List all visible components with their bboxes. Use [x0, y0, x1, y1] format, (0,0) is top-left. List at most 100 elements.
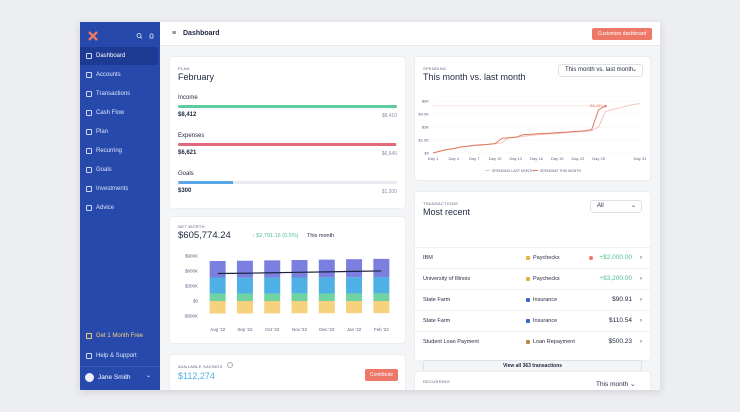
- nav-icon: [86, 53, 92, 59]
- nav-item[interactable]: Advice: [80, 199, 158, 217]
- avatar: [85, 373, 94, 382]
- bar-segment: [209, 301, 226, 314]
- recurring-dropdown[interactable]: This month ⌄: [596, 381, 636, 388]
- bar-segment: [291, 301, 308, 314]
- nav-icon: [86, 110, 92, 116]
- x-tick-label: Nov '22: [292, 327, 308, 332]
- x-tick-label: Day 1: [428, 156, 439, 161]
- nav-icon: [86, 91, 92, 97]
- transaction-row[interactable]: State Farm Insurance $110.54 ›: [415, 310, 650, 330]
- annotation: $5,423: [590, 103, 603, 108]
- bar-segment: [318, 259, 335, 278]
- nav-item[interactable]: Investments: [80, 180, 158, 198]
- x-tick-label: Day 10: [489, 156, 502, 161]
- header-icons: [136, 33, 154, 39]
- nav-item[interactable]: Accounts: [80, 66, 158, 84]
- nav-label: Plan: [96, 129, 109, 135]
- amount: $90.91: [612, 296, 632, 303]
- amount: +$3,200.00: [599, 275, 632, 282]
- nav-icon: [86, 186, 92, 192]
- nav-item[interactable]: Recurring: [80, 142, 158, 160]
- nav-item[interactable]: Goals: [80, 161, 158, 179]
- chevron: ⌄: [146, 373, 152, 379]
- net-worth-chart: $900K $600K $300K $0 -$300K Aug '22 Sep '22 Oct…: [183, 254, 390, 332]
- net-worth-value: $605,774.24: [178, 230, 231, 241]
- transactions-dropdown[interactable]: All ⌄: [590, 200, 642, 213]
- y-tick-label: $4.5K: [419, 112, 430, 117]
- row-chevron: ›: [640, 339, 642, 345]
- app-window: Dashboard Accounts Transactions Cash Flow Pl…: [80, 22, 660, 390]
- x-tick-label: Day 13: [509, 156, 522, 161]
- bar-segment: [373, 293, 390, 301]
- bar-segment: [373, 258, 390, 278]
- promo-text: Get 1 Month Free: [96, 333, 144, 339]
- category: Paychecks: [533, 255, 560, 261]
- nav-label: Dashboard: [96, 53, 126, 59]
- nav-label: Recurring: [96, 148, 123, 154]
- x-tick-label: Dec '22: [319, 327, 335, 332]
- nav-label: Goals: [96, 167, 112, 173]
- progress-track: [178, 143, 397, 146]
- help[interactable]: Help & Support: [80, 347, 158, 365]
- user-name[interactable]: Jane Smith: [98, 374, 131, 381]
- bar-segment: [209, 277, 226, 294]
- category-icon: [526, 319, 530, 323]
- contribute-button[interactable]: Contribute: [365, 369, 398, 381]
- row-chevron: ›: [640, 297, 642, 303]
- x-tick-label: Day 22: [572, 156, 585, 161]
- y-tick-label: $0: [425, 151, 430, 156]
- x-tick-label: Aug '22: [210, 327, 226, 332]
- dropdown-text: This month: [596, 381, 629, 388]
- card-label: NET WORTH: [178, 224, 205, 229]
- nav-item[interactable]: Plan: [80, 123, 158, 141]
- nav-item[interactable]: Cash Flow: [80, 104, 158, 122]
- bar-segment: [318, 301, 335, 314]
- bar-segment: [236, 301, 253, 314]
- row-chevron: ›: [640, 318, 642, 324]
- view-all-button[interactable]: View all 363 transactions: [423, 360, 642, 372]
- bar-segment: [373, 301, 390, 314]
- category: Insurance: [533, 318, 558, 324]
- plan-row-name: Income: [178, 95, 198, 101]
- transaction-row[interactable]: State Farm Insurance $90.91 ›: [415, 289, 650, 309]
- bar-segment: [209, 261, 226, 278]
- nav-icon: [86, 72, 92, 78]
- nav-icon: [86, 167, 92, 173]
- amount: $500.23: [608, 338, 633, 345]
- bar-segment: [291, 293, 308, 301]
- nav-item[interactable]: Transactions: [80, 85, 158, 103]
- progress-fill: [178, 181, 233, 184]
- y-tick-label: $1.5K: [419, 138, 430, 143]
- transaction-row[interactable]: IBM Paychecks +$2,000.00 ›: [415, 247, 650, 267]
- merchant: Student Loan Payment: [423, 339, 479, 345]
- nav-item[interactable]: Dashboard: [80, 47, 158, 65]
- transaction-row[interactable]: University of Illinois Paychecks +$3,200.0…: [415, 268, 650, 288]
- y-tick-label: $600K: [185, 269, 198, 274]
- plan-row-name: Expenses: [178, 133, 205, 139]
- x-tick-label: Day 31: [634, 156, 647, 161]
- spending-dropdown[interactable]: This month vs. last month ⌄: [558, 64, 643, 77]
- category: Paychecks: [533, 276, 560, 282]
- card-label: TRANSACTIONS: [423, 201, 458, 206]
- menu-icon[interactable]: ≡: [172, 30, 177, 37]
- bar-segment: [291, 260, 308, 278]
- bar-segment: [264, 277, 281, 294]
- bar-segment: [346, 293, 363, 301]
- card-label: SPENDING: [423, 66, 447, 71]
- x-tick-label: Sep '22: [237, 327, 253, 332]
- promo[interactable]: Get 1 Month Free: [80, 327, 158, 345]
- x-tick-label: Feb '22: [374, 327, 389, 332]
- card-title: February: [178, 72, 215, 82]
- x-tick-label: Day 16: [530, 156, 543, 161]
- progress-track: [178, 181, 397, 184]
- y-tick-label: $0: [193, 299, 199, 304]
- plan-row-name: Goals: [178, 171, 194, 177]
- card-title: Most recent: [423, 207, 471, 217]
- transaction-row[interactable]: Student Loan Payment Loan Repayment $500.2…: [415, 331, 650, 351]
- category-icon: [526, 256, 530, 260]
- bar-segment: [236, 293, 253, 301]
- customize-button[interactable]: Customize dashboard: [592, 28, 652, 40]
- logo: [88, 31, 98, 41]
- savings-value: $112,274: [178, 371, 215, 381]
